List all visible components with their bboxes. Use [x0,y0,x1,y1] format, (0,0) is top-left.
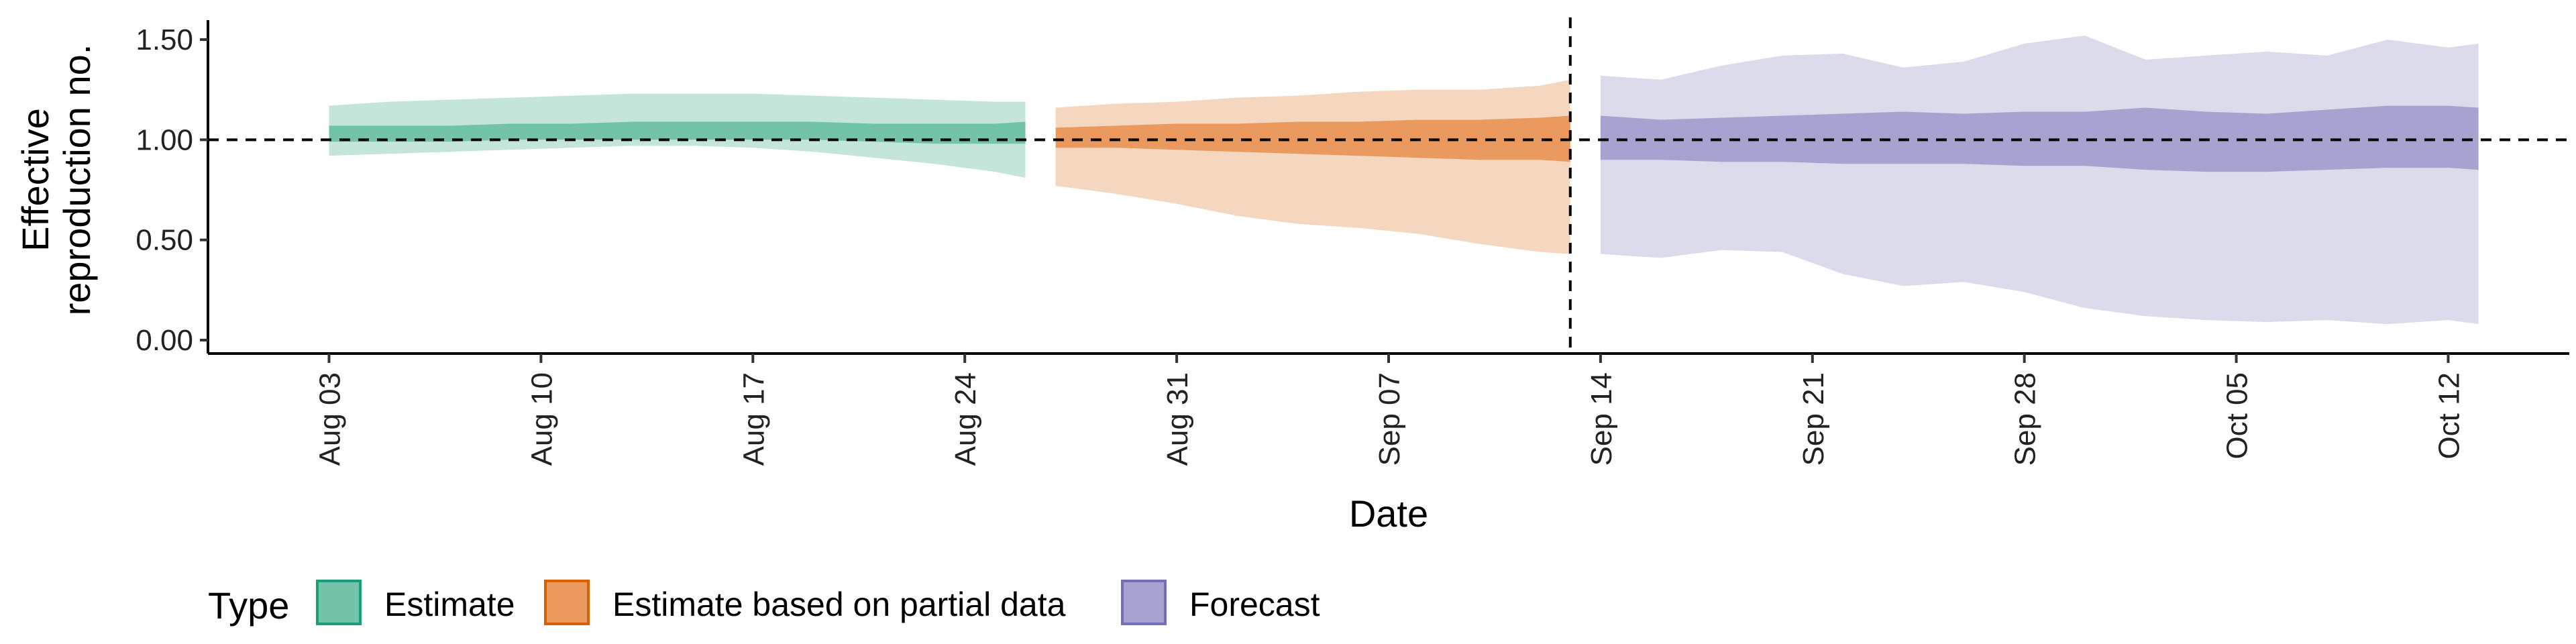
y-tick-label: 0.50 [136,224,193,257]
legend-key-estimate-based-on-partial-data [544,580,590,625]
band-outer-estimate-based-on-partial-data [1055,79,1570,254]
y-axis-title: Effective reproduction no. [14,44,98,316]
legend: Type Estimate Estimate based on partial da… [208,580,1320,627]
y-tick-label: 1.00 [136,123,193,156]
x-tick-label: Aug 31 [1161,372,1194,466]
legend-key-forecast [1121,580,1167,625]
y-axis-title-line: Effective [14,108,56,252]
x-tick-label: Sep 14 [1585,372,1618,466]
x-tick-label: Sep 28 [2009,372,2042,466]
x-tick-label: Oct 12 [2432,372,2465,460]
x-tick-label: Sep 21 [1797,372,1830,466]
y-tick-label: 1.50 [136,23,193,56]
x-tick-label: Oct 05 [2221,372,2254,460]
y-axis-title-line: reproduction no. [56,44,98,316]
x-tick-label: Aug 17 [737,372,770,466]
legend-label-estimate-based-on-partial-data: Estimate based on partial data [612,586,1066,623]
x-tick-label: Aug 03 [314,372,347,466]
legend-title: Type [208,584,289,627]
band-inner-estimate-based-on-partial-data [1055,115,1570,162]
x-axis-title: Date [1349,492,1428,535]
legend-label-estimate: Estimate [384,586,515,623]
band-outer-forecast [1600,36,2479,325]
legend-key-estimate [316,580,362,625]
x-tick-label: Aug 10 [525,372,558,466]
band-inner-estimate [329,121,1026,144]
x-tick-label: Aug 24 [949,372,982,466]
x-tick-label: Sep 07 [1373,372,1406,466]
axes: 0.00 0.50 1.00 1.50 Aug 03 Aug 10 Aug 17 Aug 24… [136,20,2569,466]
ribbon-bands [329,36,2479,325]
y-tick-label: 0.00 [136,324,193,357]
legend-label-forecast: Forecast [1189,586,1320,623]
